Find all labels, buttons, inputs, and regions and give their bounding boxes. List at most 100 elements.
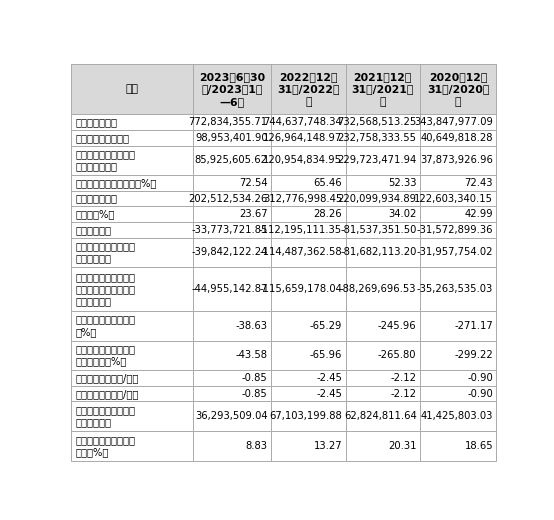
Text: 归属于母公司所有者的
净利润（元）: 归属于母公司所有者的 净利润（元） <box>76 241 136 264</box>
Bar <box>420 238 496 267</box>
Bar <box>420 370 496 386</box>
Text: -33,773,721.85: -33,773,721.85 <box>191 225 268 235</box>
Bar <box>271 311 346 341</box>
Text: 343,847,977.09: 343,847,977.09 <box>414 117 493 127</box>
Bar <box>346 222 420 238</box>
Text: 经营活动产生的现金流
量净额（元）: 经营活动产生的现金流 量净额（元） <box>76 405 136 427</box>
Bar <box>193 238 271 267</box>
Bar <box>420 311 496 341</box>
Bar <box>420 130 496 146</box>
Text: 312,776,998.45: 312,776,998.45 <box>263 193 342 204</box>
Bar <box>346 341 420 370</box>
Text: -0.90: -0.90 <box>467 388 493 399</box>
Bar <box>193 114 271 130</box>
Bar <box>346 267 420 311</box>
Bar <box>193 341 271 370</box>
Bar <box>420 206 496 222</box>
Text: -38.63: -38.63 <box>236 321 268 331</box>
Text: -2.45: -2.45 <box>316 388 342 399</box>
Bar <box>71 341 193 370</box>
Bar <box>193 191 271 206</box>
Text: 41,425,803.03: 41,425,803.03 <box>420 411 493 421</box>
Bar <box>71 267 193 311</box>
Text: 126,964,148.97: 126,964,148.97 <box>263 133 342 143</box>
Bar <box>71 206 193 222</box>
Text: 36,293,509.04: 36,293,509.04 <box>195 411 268 421</box>
Text: 732,568,513.25: 732,568,513.25 <box>337 117 417 127</box>
Text: -35,263,535.03: -35,263,535.03 <box>417 284 493 294</box>
Bar <box>71 431 193 461</box>
Text: 毛利率（%）: 毛利率（%） <box>76 209 115 219</box>
Bar <box>420 386 496 401</box>
Text: -0.85: -0.85 <box>242 388 268 399</box>
Bar <box>193 64 271 114</box>
Text: 67,103,199.88: 67,103,199.88 <box>269 411 342 421</box>
Bar <box>346 206 420 222</box>
Text: -39,842,122.24: -39,842,122.24 <box>191 248 268 257</box>
Bar <box>71 370 193 386</box>
Text: 232,758,333.55: 232,758,333.55 <box>337 133 417 143</box>
Bar <box>193 311 271 341</box>
Bar <box>346 114 420 130</box>
Bar <box>271 64 346 114</box>
Text: 2020年12月
31日/2020年
度: 2020年12月 31日/2020年 度 <box>427 72 489 107</box>
Bar <box>271 238 346 267</box>
Text: 研发投入占营业收入的
比例（%）: 研发投入占营业收入的 比例（%） <box>76 435 136 457</box>
Bar <box>271 146 346 175</box>
Text: -65.29: -65.29 <box>310 321 342 331</box>
Text: 净利润（元）: 净利润（元） <box>76 225 112 235</box>
Bar <box>271 114 346 130</box>
Bar <box>346 431 420 461</box>
Text: -2.12: -2.12 <box>391 373 417 383</box>
Bar <box>271 267 346 311</box>
Text: -88,269,696.53: -88,269,696.53 <box>340 284 417 294</box>
Bar <box>420 341 496 370</box>
Text: -2.12: -2.12 <box>391 388 417 399</box>
Bar <box>71 64 193 114</box>
Bar <box>71 401 193 431</box>
Bar <box>193 175 271 191</box>
Bar <box>71 146 193 175</box>
Text: -81,537,351.50: -81,537,351.50 <box>340 225 417 235</box>
Bar <box>271 386 346 401</box>
Bar <box>71 175 193 191</box>
Bar <box>346 130 420 146</box>
Bar <box>193 130 271 146</box>
Text: 加权平均净资产收益率
（%）: 加权平均净资产收益率 （%） <box>76 315 136 337</box>
Text: -0.90: -0.90 <box>467 373 493 383</box>
Text: 8.83: 8.83 <box>246 441 268 451</box>
Bar <box>420 175 496 191</box>
Text: 资产总计（元）: 资产总计（元） <box>76 117 117 127</box>
Bar <box>271 431 346 461</box>
Bar <box>271 401 346 431</box>
Text: -2.45: -2.45 <box>316 373 342 383</box>
Text: 52.33: 52.33 <box>388 178 417 188</box>
Text: -245.96: -245.96 <box>378 321 417 331</box>
Bar <box>420 146 496 175</box>
Bar <box>193 401 271 431</box>
Text: 65.46: 65.46 <box>314 178 342 188</box>
Text: 13.27: 13.27 <box>314 441 342 451</box>
Bar <box>71 386 193 401</box>
Bar <box>346 370 420 386</box>
Text: -65.96: -65.96 <box>310 350 342 360</box>
Bar <box>271 206 346 222</box>
Text: 股东权益合计（元）: 股东权益合计（元） <box>76 133 130 143</box>
Text: 2021年12月
31日/2021年
度: 2021年12月 31日/2021年 度 <box>352 72 414 107</box>
Text: 基本每股收益（元/股）: 基本每股收益（元/股） <box>76 373 139 383</box>
Text: 37,873,926.96: 37,873,926.96 <box>420 155 493 165</box>
Bar <box>193 222 271 238</box>
Bar <box>346 311 420 341</box>
Bar <box>346 64 420 114</box>
Text: 220,099,934.89: 220,099,934.89 <box>337 193 417 204</box>
Text: 项目: 项目 <box>125 84 138 94</box>
Bar <box>420 114 496 130</box>
Bar <box>193 267 271 311</box>
Bar <box>420 401 496 431</box>
Text: -31,957,754.02: -31,957,754.02 <box>417 248 493 257</box>
Text: 34.02: 34.02 <box>388 209 417 219</box>
Bar <box>271 175 346 191</box>
Bar <box>346 175 420 191</box>
Text: 72.54: 72.54 <box>239 178 268 188</box>
Bar <box>346 401 420 431</box>
